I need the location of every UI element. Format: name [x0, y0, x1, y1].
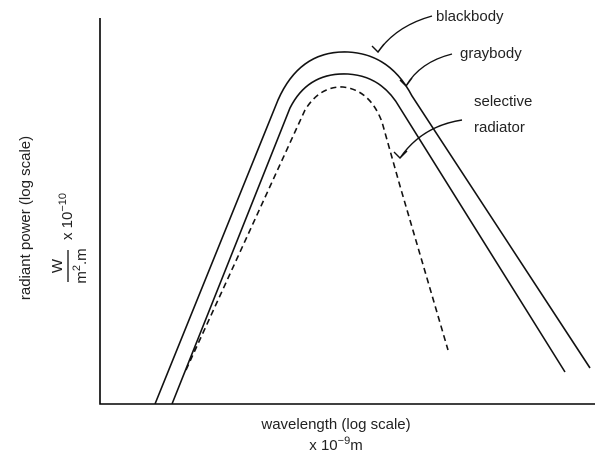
label-blackbody: blackbody: [436, 8, 504, 25]
y-axis-unit-group: W m2.m x 10−10: [49, 193, 90, 284]
annotation-arrow-selective-radiator: [393, 119, 463, 159]
series-selective-radiator-line: [185, 86, 449, 371]
label-graybody: graybody: [460, 45, 522, 62]
series-graybody-line: [171, 73, 566, 405]
y-axis-label-group: radiant power (log scale): [17, 136, 34, 300]
x-axis-unit: x 10−9m: [309, 435, 362, 454]
y-unit-numerator: W: [49, 258, 66, 273]
label-radiator: radiator: [474, 119, 525, 136]
x-axis-label: wavelength (log scale): [260, 416, 410, 433]
y-unit-denominator: m2.m: [71, 248, 90, 283]
annotation-arrow-blackbody: [371, 15, 433, 54]
y-axis-label: radiant power (log scale): [17, 136, 34, 300]
axes: [99, 18, 595, 405]
label-selective: selective: [474, 93, 532, 110]
annotation-arrow-graybody: [399, 53, 453, 88]
series-blackbody-line: [154, 51, 591, 405]
y-unit-multiplier: x 10−10: [57, 193, 76, 240]
